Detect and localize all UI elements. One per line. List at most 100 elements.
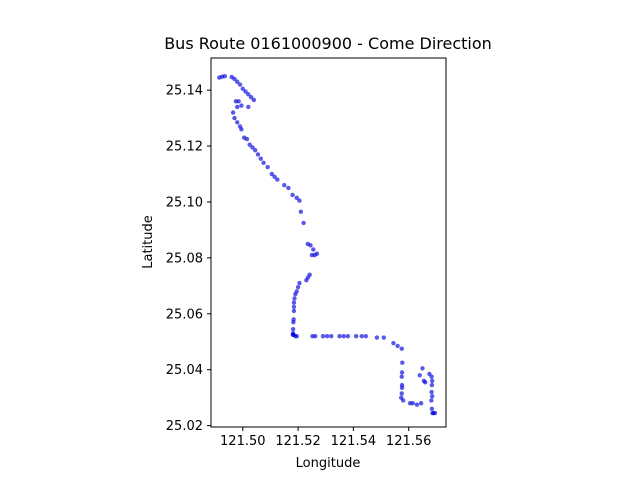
route-point <box>400 360 405 365</box>
plot-area <box>210 57 447 428</box>
route-point <box>432 410 438 416</box>
route-point <box>381 335 386 340</box>
route-point <box>239 127 244 132</box>
route-point <box>275 177 280 182</box>
data-points <box>217 73 438 416</box>
route-point <box>291 300 297 305</box>
route-point <box>399 370 405 375</box>
route-point <box>429 374 434 379</box>
route-point <box>230 110 236 115</box>
route-point <box>309 252 315 258</box>
route-point <box>250 145 255 150</box>
x-tick-label: 121.54 <box>331 434 377 449</box>
route-point <box>246 92 251 97</box>
route-point <box>239 103 244 108</box>
y-tick-label: 25.08 <box>166 251 203 266</box>
y-tick-label: 25.12 <box>166 140 203 155</box>
y-axis-label: Latitude <box>141 215 156 269</box>
route-point <box>237 82 243 87</box>
route-point <box>244 136 250 142</box>
y-tick-label: 25.06 <box>166 307 203 322</box>
route-point <box>418 401 424 406</box>
route-point <box>320 333 326 339</box>
x-tick-label: 121.56 <box>386 434 432 449</box>
route-point <box>292 296 297 301</box>
route-point <box>291 308 297 314</box>
route-point <box>290 192 295 198</box>
route-point <box>429 389 434 395</box>
route-point <box>248 94 254 100</box>
chart-title: Bus Route 0161000900 - Come Direction <box>164 34 492 53</box>
route-point <box>261 160 266 166</box>
route-point <box>337 333 342 339</box>
route-point <box>324 333 330 339</box>
route-point <box>294 333 299 339</box>
route-point <box>247 142 252 147</box>
y-axis: 25.02 25.04 25.06 25.08 25.10 25.12 25.14 <box>166 84 211 434</box>
route-point <box>282 182 287 188</box>
route-point <box>222 73 228 79</box>
route-point <box>429 378 435 384</box>
y-tick-label: 25.10 <box>166 195 203 210</box>
route-point <box>235 79 240 84</box>
route-point <box>298 209 304 214</box>
route-point <box>308 243 313 248</box>
route-point <box>414 402 420 407</box>
route-point <box>253 148 258 153</box>
route-point <box>391 340 396 346</box>
route-point <box>295 285 301 290</box>
route-point <box>345 333 351 339</box>
route-point <box>297 280 302 286</box>
route-point <box>235 104 240 110</box>
route-point <box>329 333 334 339</box>
route-point <box>423 380 428 385</box>
route-point <box>232 76 237 82</box>
route-point <box>374 335 380 340</box>
route-point <box>395 343 400 349</box>
route-point <box>301 220 306 226</box>
route-point <box>294 195 299 200</box>
route-point <box>363 333 369 339</box>
route-point <box>235 120 240 125</box>
route-point <box>400 398 406 403</box>
route-point <box>269 171 275 177</box>
route-point <box>246 104 251 110</box>
route-point <box>341 333 346 339</box>
route-point <box>265 164 270 170</box>
x-axis-label: Longitude <box>296 456 361 471</box>
route-point <box>293 292 298 297</box>
route-point <box>399 385 405 391</box>
route-point <box>359 333 364 339</box>
route-point <box>290 326 296 332</box>
route-point <box>272 174 277 180</box>
y-tick-label: 25.04 <box>166 363 203 378</box>
route-point <box>429 398 434 403</box>
route-point <box>297 198 302 203</box>
route-point <box>429 382 435 388</box>
route-point <box>243 89 248 94</box>
y-tick-label: 25.02 <box>166 419 203 434</box>
x-tick-label: 121.52 <box>275 434 321 449</box>
route-point <box>286 185 291 191</box>
route-point <box>410 401 416 406</box>
route-point <box>399 346 404 351</box>
x-axis: 121.50 121.52 121.54 121.56 <box>220 427 431 449</box>
route-point <box>429 394 435 399</box>
route-point <box>291 319 296 325</box>
route-point <box>353 333 359 339</box>
route-point <box>233 99 239 104</box>
route-point <box>417 373 422 378</box>
route-point <box>258 156 263 161</box>
route-point <box>420 366 425 371</box>
x-tick-label: 121.50 <box>220 434 266 449</box>
route-point <box>304 278 309 283</box>
route-point <box>251 97 257 103</box>
route-point <box>232 115 237 121</box>
route-point <box>313 333 318 339</box>
route-point <box>291 304 297 309</box>
route-point <box>399 374 404 379</box>
route-point <box>240 86 245 91</box>
route-point <box>311 247 316 252</box>
route-point <box>255 152 261 157</box>
